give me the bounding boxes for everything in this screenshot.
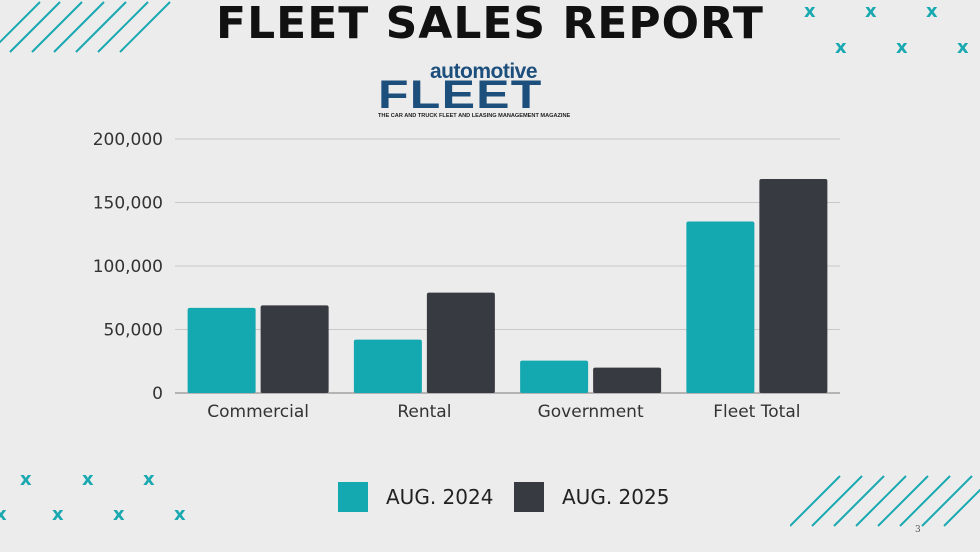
legend-label-aug-2024: AUG. 2024 — [386, 485, 494, 509]
bar — [260, 305, 329, 393]
logo-brand: FLEET — [378, 73, 543, 117]
x-tick-label: Government — [538, 402, 644, 422]
x-mark-icon: x — [865, 1, 877, 22]
y-tick-label: 200,000 — [93, 130, 163, 150]
stripes-bottom-right-decoration — [790, 475, 980, 527]
x-mark-icon: x — [113, 504, 125, 525]
x-mark-icon: x — [0, 504, 7, 525]
bar — [593, 367, 662, 393]
automotive-fleet-logo: automotive FLEET THE CAR AND TRUCK FLEET… — [378, 60, 608, 122]
x-mark-icon: x — [174, 504, 186, 525]
x-mark-icon: x — [896, 37, 908, 58]
x-mark-icon: x — [143, 469, 155, 490]
x-mark-icon: x — [52, 504, 64, 525]
stripes-top-left-decoration — [0, 1, 171, 53]
bar — [759, 179, 828, 393]
page-number: 3 — [915, 525, 921, 535]
logo-tagline: THE CAR AND TRUCK FLEET AND LEASING MANA… — [378, 113, 571, 119]
legend-swatch-aug-2024 — [338, 482, 368, 512]
y-tick-label: 50,000 — [104, 321, 163, 341]
x-mark-icon: x — [957, 37, 969, 58]
x-mark-icon: x — [835, 37, 847, 58]
y-tick-label: 150,000 — [93, 194, 163, 214]
x-tick-label: Commercial — [207, 402, 309, 422]
bar — [686, 221, 755, 393]
y-tick-label: 100,000 — [93, 257, 163, 277]
logo-word: automotive — [430, 60, 538, 83]
x-mark-icon: x — [20, 469, 32, 490]
x-mark-icon: x — [926, 1, 938, 22]
legend-swatch-aug-2025 — [514, 482, 544, 512]
bar — [353, 339, 422, 393]
legend-label-aug-2025: AUG. 2025 — [562, 485, 670, 509]
bar — [187, 307, 256, 393]
x-mark-icon: x — [82, 469, 94, 490]
y-tick-label: 0 — [152, 384, 163, 404]
fleet-sales-bar-chart: 200,000 150,000 100,000 50,000 0 Commercial Re… — [93, 130, 840, 422]
x-tick-label: Fleet Total — [713, 402, 800, 422]
bar — [426, 292, 495, 393]
x-tick-label: Rental — [397, 402, 451, 422]
bar — [520, 360, 589, 393]
x-mark-icon: x — [804, 1, 816, 22]
page-title: FLEET SALES REPORT — [216, 0, 764, 49]
